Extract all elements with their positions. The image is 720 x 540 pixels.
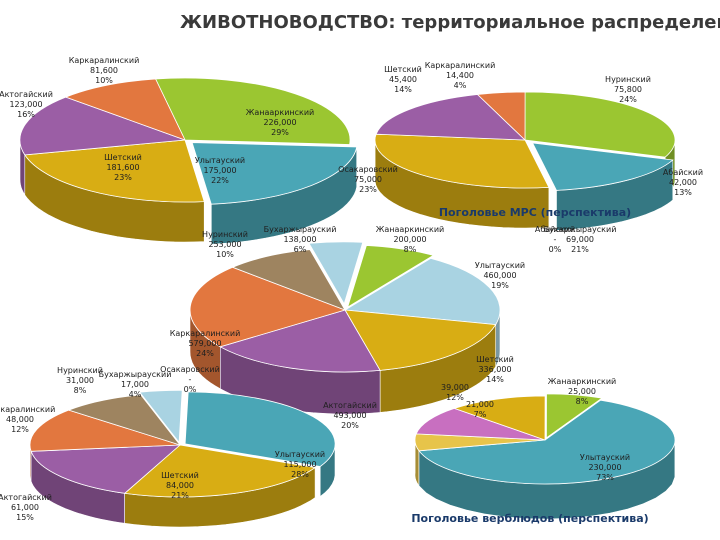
data-label: Шетский 336,000 14% (476, 355, 514, 384)
pie-slice (476, 91, 526, 141)
data-label: Жанааркинский 226,000 29% (246, 108, 315, 137)
pie-slice (231, 249, 346, 311)
data-label: Осакаровский -0% (160, 365, 220, 394)
chart-title: Поголовье МРС (перспектива) (439, 206, 631, 219)
data-label: Улытауский 460,000 19% (475, 261, 525, 290)
pie-slice (64, 78, 186, 141)
pie-slice (531, 142, 674, 191)
pie-slice (123, 444, 317, 498)
pie-slice (524, 91, 676, 158)
data-label: Бухаржырауский 138,000 6% (264, 225, 337, 254)
pie-slice (418, 399, 676, 485)
data-label: Абайский -0% (535, 225, 575, 254)
pie-slice (184, 391, 336, 467)
data-label: Нуринский 75,800 24% (605, 75, 651, 104)
data-label: Шетский 84,000 21% (161, 471, 199, 500)
pie-slice (179, 390, 184, 443)
data-label: Каркаралинский 14,400 4% (425, 61, 496, 90)
data-label: Бухаржырауский 69,000 21% (544, 225, 617, 254)
data-label: Абайский 42,000 13% (663, 168, 703, 197)
chart-3: Жанааркинский 200,000 8%Абайский -0%Бухаржы… (170, 225, 617, 430)
data-label: Жанааркинский 25,000 8% (548, 377, 617, 406)
data-label: Осакаровский 75,000 23% (338, 165, 398, 194)
pie-slice (139, 389, 183, 444)
pie-slice (191, 142, 358, 205)
pie-slice (67, 394, 182, 446)
data-label: Нуринский 31,000 8% (57, 366, 103, 395)
data-label: Актогайский 493,000 20% (323, 401, 377, 430)
data-label: Улытауский 115,000 28% (275, 450, 325, 479)
pie-slice (154, 77, 351, 145)
data-label: Каркаралинский 81,600 10% (69, 56, 140, 85)
pie-slice (343, 257, 501, 326)
pie-slice (415, 407, 546, 441)
pie-slice (546, 393, 604, 439)
data-label: 21,000 7% (466, 400, 494, 419)
pie-slice (346, 245, 435, 308)
data-label: 39,000 12% (441, 383, 469, 402)
pie-slice (308, 241, 364, 305)
pie-slice (19, 96, 186, 156)
chart-4: Улытауский 115,000 28% Шетский 84,000 21% Акто… (0, 365, 336, 528)
data-label: Улытауский 175,000 22% (195, 156, 245, 185)
page-title: ЖИВОТНОВОДСТВО: территориальное распреде… (180, 12, 720, 33)
pie-slice (375, 94, 527, 141)
pie-slice (374, 133, 550, 189)
data-label: Каркаралинский 579,000 24% (170, 329, 241, 358)
pie-slice (30, 444, 182, 494)
pie-slice (29, 409, 181, 452)
pie-slice (344, 309, 497, 371)
pie-slice (189, 266, 347, 348)
data-label: Актогайский 61,000 15% (0, 493, 52, 522)
chart-title: Поголовье верблюдов (перспектива) (411, 512, 648, 525)
data-label: Шетский 181,600 23% (104, 153, 142, 182)
pie-slice (219, 309, 381, 373)
data-label: Жанааркинский 200,000 8% (376, 225, 445, 254)
data-label: Бухаржырауский 17,000 4% (99, 370, 172, 399)
data-label: Нуринский 253,000 10% (202, 230, 248, 259)
data-label: Шетский 45,400 14% (384, 65, 422, 94)
data-label: Актогайский 123,000 16% (0, 90, 53, 119)
chart-2: Нуринский 75,800 24% Абайский 42,000 13% Осака… (338, 61, 703, 231)
chart-5: Жанааркинский 25,000 8% Улытауский 230,000 73… (411, 355, 676, 525)
pie-slice (24, 139, 205, 203)
chart-1: Жанааркинский 226,000 29%Улытауский 175,000… (0, 56, 358, 245)
data-label: Улытауский 230,000 73% (580, 453, 630, 482)
pie-slice (453, 395, 546, 441)
